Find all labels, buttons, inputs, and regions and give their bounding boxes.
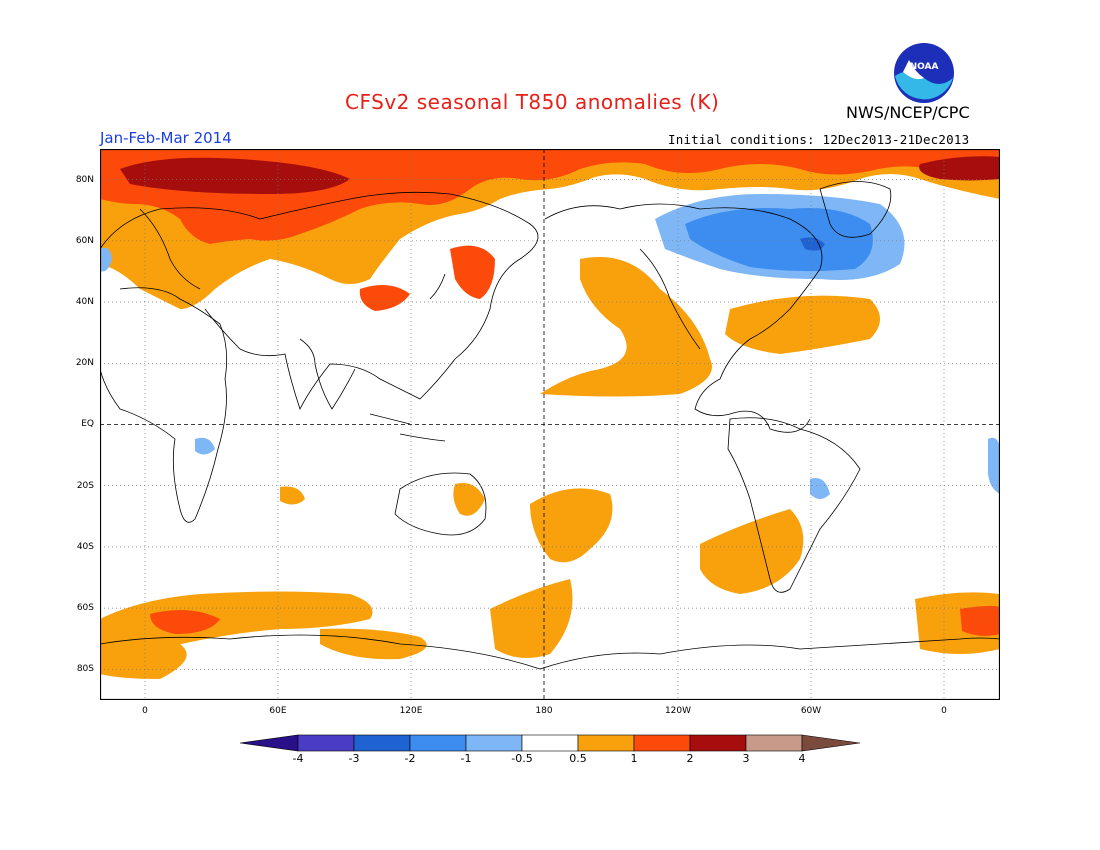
colorbar-bin [409, 734, 467, 752]
anomaly-fields [100, 149, 1000, 679]
colorbar-tick-label: 1 [630, 752, 638, 765]
chart-title: CFSv2 seasonal T850 anomalies (K) [345, 90, 720, 114]
lon-label-180: 180 [535, 706, 553, 716]
colorbar-tick-label: 2 [686, 752, 694, 765]
colorbar-tick-label: 4 [798, 752, 806, 765]
initial-conditions-label: Initial conditions: 12Dec2013-21Dec2013 [668, 132, 970, 147]
colorbar-bin [240, 734, 299, 752]
lat-label-20s: 20S [76, 481, 94, 491]
lat-label-eq: EQ [81, 419, 94, 429]
lat-label-60s: 60S [76, 603, 94, 613]
colorbar-bin [465, 734, 523, 752]
lat-label-80n: 80N [75, 175, 94, 185]
colorbar-bin [745, 734, 803, 752]
colorbar-bin [801, 734, 861, 752]
colorbar-bin [577, 734, 635, 752]
lat-label-20n: 20N [75, 358, 94, 368]
colorbar-tick-label: -0.5 [511, 752, 533, 765]
colorbar-bin [689, 734, 747, 752]
colorbar-tick-label: -3 [348, 752, 360, 765]
lat-label-60n: 60N [75, 236, 94, 246]
colorbar-bin [297, 734, 355, 752]
season-label: Jan-Feb-Mar 2014 [100, 129, 232, 147]
colorbar-tick-label: 0.5 [569, 752, 587, 765]
agency-label: NWS/NCEP/CPC [846, 103, 970, 122]
lon-label-0: 0 [142, 706, 148, 716]
lon-label-120w: 120W [664, 706, 692, 716]
colorbar [240, 734, 861, 752]
lon-label-60e: 60E [269, 706, 287, 716]
lat-label-40s: 40S [76, 542, 94, 552]
colorbar-tick-label: 3 [742, 752, 750, 765]
colorbar-bin [521, 734, 579, 752]
world-anomaly-map [100, 149, 1000, 700]
lon-label-0-right: 0 [941, 706, 947, 716]
colorbar-tick-label: -1 [460, 752, 472, 765]
lat-label-40n: 40N [75, 297, 94, 307]
colorbar-bin [633, 734, 691, 752]
lon-label-60w: 60W [800, 706, 822, 716]
coastlines [100, 181, 1000, 670]
noaa-logo: NOAA [894, 43, 954, 103]
logo-text: NOAA [910, 62, 939, 72]
colorbar-tick-label: -2 [404, 752, 416, 765]
colorbar-tick-label: -4 [292, 752, 304, 765]
colorbar-bin [353, 734, 411, 752]
lon-label-120e: 120E [399, 706, 423, 716]
lat-label-80s: 80S [76, 664, 94, 674]
